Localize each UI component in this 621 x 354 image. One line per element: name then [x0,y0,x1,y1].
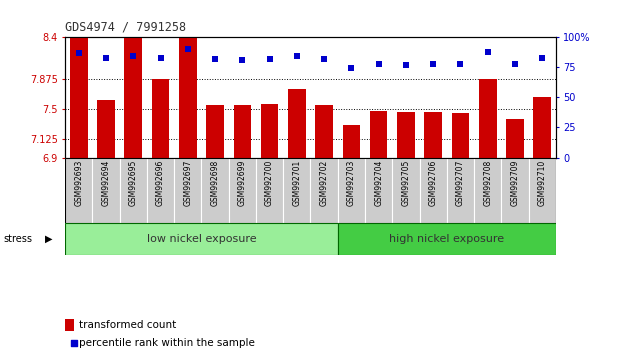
Point [292,53,302,59]
Bar [451,113,469,158]
Text: low nickel exposure: low nickel exposure [147,234,256,244]
Bar [283,158,310,223]
Bar [397,112,415,158]
Bar [256,158,283,223]
Bar [124,37,142,158]
Text: GSM992695: GSM992695 [129,160,138,206]
Bar [261,104,278,158]
Bar [506,119,524,158]
Text: GSM992694: GSM992694 [102,160,111,206]
Text: high nickel exposure: high nickel exposure [389,234,504,244]
Text: GSM992709: GSM992709 [510,160,519,206]
Bar [501,158,528,223]
Bar [233,105,252,158]
Text: GSM992708: GSM992708 [483,160,492,206]
Bar [338,158,365,223]
Bar [70,37,88,158]
Bar [179,37,197,158]
Bar [338,223,556,255]
Bar [147,158,175,223]
Text: GSM992704: GSM992704 [374,160,383,206]
Text: GSM992699: GSM992699 [238,160,247,206]
Text: GSM992693: GSM992693 [75,160,83,206]
Text: transformed count: transformed count [79,320,176,330]
Text: GSM992707: GSM992707 [456,160,465,206]
Text: stress: stress [3,234,32,244]
Text: GSM992702: GSM992702 [320,160,329,206]
Text: GSM992710: GSM992710 [538,160,546,206]
Bar [369,111,388,158]
Bar [175,158,201,223]
Point [428,61,438,67]
Bar [424,112,442,158]
Text: GSM992703: GSM992703 [347,160,356,206]
Text: GDS4974 / 7991258: GDS4974 / 7991258 [65,21,186,34]
Point [74,50,84,56]
Text: GSM992701: GSM992701 [292,160,301,206]
Text: ▶: ▶ [45,234,52,244]
Bar [65,223,338,255]
Bar [206,105,224,158]
Bar [365,158,392,223]
Bar [201,158,229,223]
Bar [474,158,501,223]
Text: percentile rank within the sample: percentile rank within the sample [79,338,255,348]
Point [210,56,220,62]
Bar [446,158,474,223]
Bar [93,158,120,223]
Point [156,55,166,61]
Bar [97,100,115,158]
Point [347,65,356,71]
Text: GSM992696: GSM992696 [156,160,165,206]
Point [386,259,396,265]
Point [319,56,329,62]
Text: GSM992705: GSM992705 [401,160,410,206]
Bar [310,158,338,223]
Bar [420,158,446,223]
Point [401,62,411,68]
Bar [343,125,360,158]
Bar [152,79,170,158]
Point [265,56,274,62]
Point [374,61,384,67]
Point [455,61,465,67]
Bar [288,88,306,158]
Bar [65,319,74,331]
Bar [392,158,420,223]
Point [510,61,520,67]
Text: GSM992697: GSM992697 [183,160,193,206]
Text: GSM992698: GSM992698 [211,160,220,206]
Point [183,46,193,52]
Bar [479,79,497,158]
Bar [533,97,551,158]
Point [237,57,247,63]
Bar [65,158,93,223]
Point [537,55,547,61]
Bar [315,105,333,158]
Bar [229,158,256,223]
Point [101,55,111,61]
Text: GSM992706: GSM992706 [428,160,438,206]
Text: GSM992700: GSM992700 [265,160,274,206]
Point [483,49,492,55]
Point [129,53,138,59]
Bar [120,158,147,223]
Bar [528,158,556,223]
